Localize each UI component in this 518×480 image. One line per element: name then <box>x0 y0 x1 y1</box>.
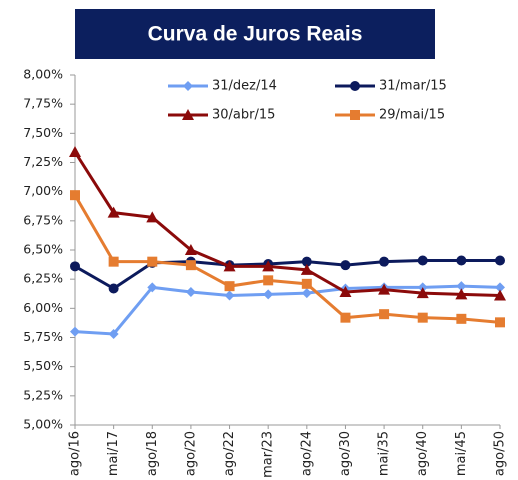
legend-label: 29/mai/15 <box>379 108 445 123</box>
x-tick-label: ago/40 <box>415 431 430 476</box>
data-point <box>495 317 505 328</box>
data-point <box>263 275 274 286</box>
x-tick-label: ago/20 <box>183 431 198 476</box>
y-tick-label: 8,00% <box>23 67 63 82</box>
data-point <box>147 282 158 293</box>
data-point <box>108 256 119 267</box>
y-tick-label: 5,75% <box>23 329 63 344</box>
data-point <box>146 211 159 223</box>
data-point <box>262 260 275 272</box>
data-point <box>147 256 158 267</box>
data-point <box>417 312 428 323</box>
data-point <box>378 283 391 295</box>
data-point <box>263 289 274 300</box>
legend-marker <box>183 81 193 91</box>
y-tick-label: 5,25% <box>23 387 63 402</box>
data-point <box>108 329 119 339</box>
y-tick-label: 5,00% <box>23 417 63 432</box>
legend-label: 30/abr/15 <box>212 108 275 123</box>
x-tick-label: mai/17 <box>106 431 121 476</box>
x-tick-label: ago/50 <box>493 431 508 476</box>
y-tick-label: 6,75% <box>23 212 63 227</box>
data-point <box>340 260 351 271</box>
x-tick-label: ago/18 <box>145 431 160 476</box>
data-point <box>495 255 505 266</box>
data-point <box>300 263 313 275</box>
y-tick-label: 7,50% <box>23 125 63 140</box>
y-tick-label: 5,50% <box>23 358 63 373</box>
data-point <box>456 313 467 324</box>
chart-title: Curva de Juros Reais <box>148 23 363 46</box>
data-point <box>379 309 390 320</box>
data-point <box>379 256 390 267</box>
data-point <box>185 287 196 297</box>
x-tick-label: mai/35 <box>377 431 392 476</box>
data-point <box>70 261 80 272</box>
legend-marker <box>350 81 360 91</box>
data-point <box>416 287 429 299</box>
data-point <box>455 288 468 300</box>
y-tick-label: 7,00% <box>23 183 63 198</box>
series-line <box>73 151 501 297</box>
data-point <box>184 244 197 255</box>
data-point <box>223 260 236 272</box>
data-point <box>339 286 352 297</box>
data-point <box>340 312 351 323</box>
data-point <box>69 146 81 157</box>
y-tick-label: 6,00% <box>23 300 63 315</box>
x-tick-label: ago/16 <box>68 431 83 476</box>
data-point <box>301 278 312 289</box>
legend-marker <box>350 110 360 120</box>
data-point <box>456 281 467 292</box>
legend-label: 31/mar/15 <box>379 79 447 94</box>
data-point <box>224 290 235 301</box>
data-point <box>456 255 467 266</box>
x-tick-label: ago/30 <box>338 431 353 476</box>
series-line <box>74 259 500 291</box>
data-point <box>495 282 505 293</box>
data-point <box>70 326 80 337</box>
data-point <box>301 256 312 267</box>
data-point <box>185 260 196 271</box>
data-point <box>224 281 235 292</box>
data-point <box>107 206 120 218</box>
y-tick-label: 7,75% <box>23 96 63 111</box>
x-tick-label: mar/23 <box>261 431 276 478</box>
data-point <box>70 190 80 201</box>
y-tick-label: 7,25% <box>23 154 63 169</box>
legend-marker <box>182 109 194 120</box>
series-line <box>74 284 501 336</box>
data-point <box>417 255 428 266</box>
x-tick-label: ago/24 <box>299 431 314 476</box>
data-point <box>108 283 119 294</box>
x-tick-label: mai/45 <box>454 431 469 476</box>
data-point <box>494 289 506 301</box>
series-line <box>73 194 501 324</box>
x-tick-label: ago/22 <box>222 431 237 476</box>
title-box <box>75 9 435 59</box>
y-tick-label: 6,50% <box>23 242 63 257</box>
y-tick-label: 6,25% <box>23 271 63 286</box>
legend-label: 31/dez/14 <box>212 79 277 94</box>
data-point <box>301 288 312 299</box>
